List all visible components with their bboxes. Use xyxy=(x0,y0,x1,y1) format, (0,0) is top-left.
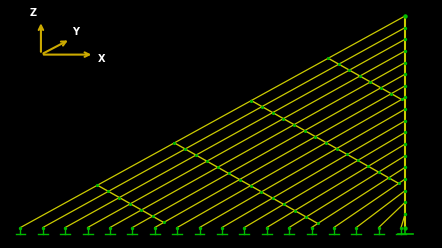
Point xyxy=(84,225,91,229)
Point xyxy=(325,56,332,60)
Point xyxy=(301,129,308,133)
Point xyxy=(375,225,382,229)
Point xyxy=(160,220,167,224)
Point xyxy=(344,153,351,156)
Point xyxy=(94,183,101,187)
Point xyxy=(402,119,409,123)
Point xyxy=(174,225,181,229)
Point xyxy=(402,212,409,216)
Point xyxy=(402,72,409,76)
Point xyxy=(291,209,298,213)
Point xyxy=(354,158,361,162)
Point xyxy=(402,84,409,88)
Point xyxy=(218,225,225,229)
Point xyxy=(127,202,134,206)
Point xyxy=(402,37,409,41)
Point xyxy=(385,176,392,180)
Point xyxy=(398,97,405,101)
Point xyxy=(129,225,136,229)
Point xyxy=(247,184,254,188)
Point xyxy=(151,225,158,229)
Point xyxy=(402,177,409,181)
Point xyxy=(356,74,363,78)
Point xyxy=(402,188,409,192)
Point xyxy=(286,225,293,229)
Point xyxy=(259,105,266,109)
Point xyxy=(402,14,409,18)
Point xyxy=(308,225,315,229)
Point xyxy=(248,99,255,103)
Point xyxy=(402,200,409,204)
Point xyxy=(280,117,287,121)
Point xyxy=(402,165,409,169)
Point xyxy=(402,49,409,53)
Point xyxy=(138,208,145,212)
Point xyxy=(365,164,372,168)
Point xyxy=(335,62,343,66)
Point xyxy=(269,111,276,115)
Point xyxy=(241,225,248,229)
Point xyxy=(353,225,360,229)
Point xyxy=(402,14,409,18)
Point xyxy=(280,202,287,206)
Text: Y: Y xyxy=(72,27,80,37)
Point xyxy=(196,225,203,229)
Point xyxy=(171,141,178,145)
Point xyxy=(402,61,409,64)
Point xyxy=(367,80,374,84)
Point xyxy=(402,142,409,146)
Point xyxy=(402,225,409,229)
Point xyxy=(312,135,319,139)
Point xyxy=(258,190,265,194)
Text: X: X xyxy=(98,54,106,64)
Point xyxy=(330,225,337,229)
Point xyxy=(39,225,46,229)
Point xyxy=(402,154,409,158)
Point xyxy=(203,159,210,163)
Point xyxy=(17,225,24,229)
Point xyxy=(314,221,321,225)
Point xyxy=(182,147,189,151)
Point xyxy=(193,153,200,157)
Text: Z: Z xyxy=(29,8,36,18)
Point xyxy=(333,147,340,151)
Point xyxy=(62,225,69,229)
Point xyxy=(402,26,409,30)
Point xyxy=(397,225,404,229)
Point xyxy=(225,171,232,175)
Point xyxy=(346,68,353,72)
Point xyxy=(402,95,409,99)
Point xyxy=(149,214,156,218)
Point xyxy=(395,181,402,185)
Point xyxy=(402,130,409,134)
Point xyxy=(402,107,409,111)
Point xyxy=(105,189,112,193)
Point xyxy=(269,196,276,200)
Point xyxy=(377,86,385,90)
Point xyxy=(116,196,123,200)
Point xyxy=(303,215,310,219)
Point xyxy=(388,92,395,96)
Point xyxy=(107,225,114,229)
Point xyxy=(236,178,243,182)
Point xyxy=(323,141,330,145)
Point xyxy=(263,225,270,229)
Point xyxy=(214,165,221,169)
Point xyxy=(375,170,382,174)
Point xyxy=(290,123,297,126)
